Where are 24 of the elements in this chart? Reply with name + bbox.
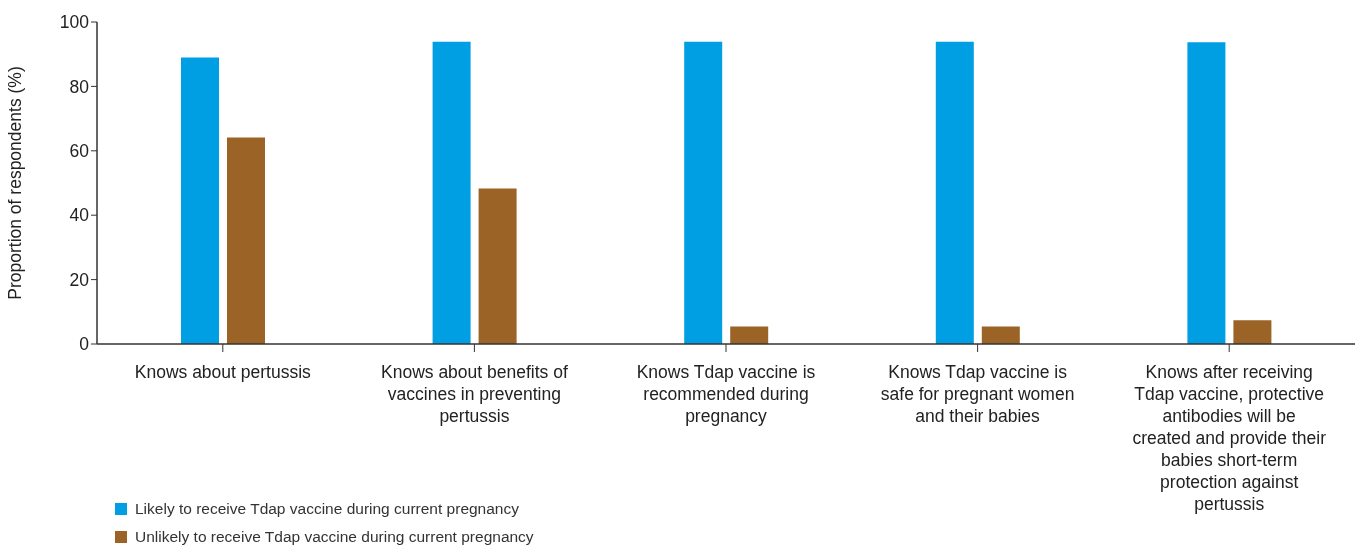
bar <box>478 188 517 344</box>
x-tick-label: Knows Tdap vaccine is safe for pregnant women and their babies <box>880 362 1075 426</box>
bar <box>1187 42 1226 344</box>
legend-label: Likely to receive Tdap vaccine during current pregnancy <box>135 500 519 518</box>
x-tick-label: Knows after receiving Tdap vaccine, protective antibodies will be created and provide their babies short-term protection against pertussis <box>1132 362 1327 514</box>
y-tick-label: 100 <box>59 12 90 33</box>
bar <box>935 41 974 344</box>
y-tick-label: 0 <box>79 334 90 355</box>
y-tick-label: 40 <box>69 205 90 226</box>
bar <box>181 57 219 344</box>
bar <box>432 41 471 344</box>
y-axis-title: Proportion of respondents (%) <box>5 66 26 300</box>
bar <box>981 326 1020 344</box>
y-tick-label: 80 <box>69 76 90 97</box>
legend-label: Unlikely to receive Tdap vaccine during current pregnancy <box>135 528 534 546</box>
y-tick-label: 20 <box>69 269 90 290</box>
x-tick-label: Knows Tdap vaccine is recommended during pregnancy <box>636 362 816 426</box>
y-tick-label: 60 <box>69 141 90 162</box>
x-tick-label: Knows about pertussis <box>134 362 312 382</box>
bar <box>730 326 769 344</box>
x-tick-label: Knows about benefits of vaccines in preventing pertussis <box>381 362 568 426</box>
bar <box>684 41 723 344</box>
bar <box>227 137 265 344</box>
bar <box>1233 320 1272 344</box>
